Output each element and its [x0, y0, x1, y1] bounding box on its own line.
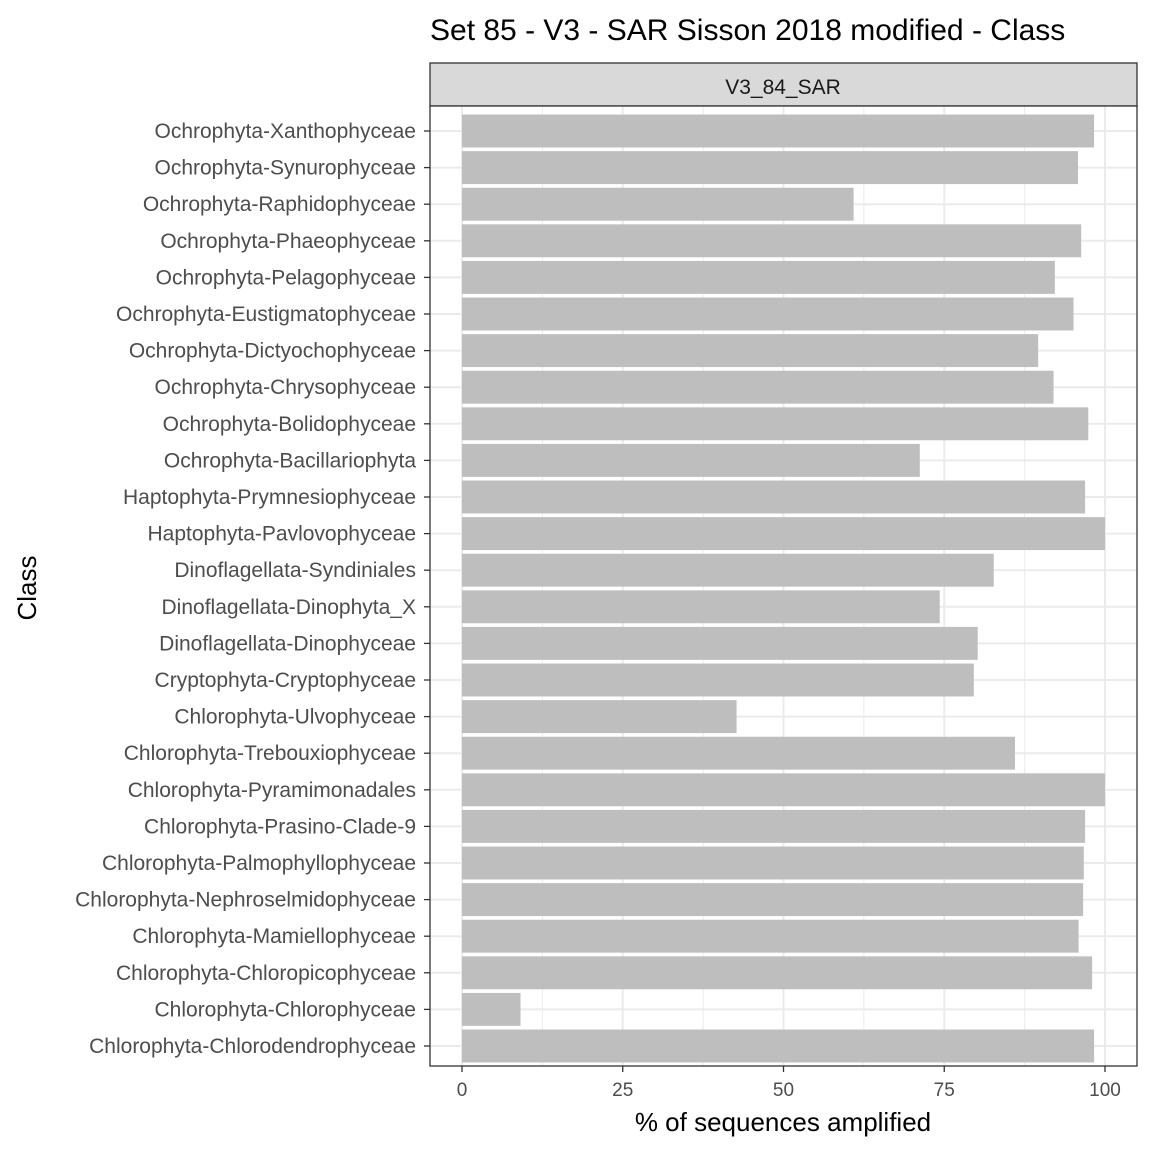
y-tick-label: Haptophyta-Prymnesiophyceae [123, 486, 416, 509]
bar [462, 736, 1015, 770]
y-tick-label: Ochrophyta-Bacillariophyta [164, 449, 416, 472]
bar [462, 553, 994, 587]
y-tick-label: Chlorophyta-Palmophyllophyceae [102, 852, 416, 875]
y-tick-label: Chlorophyta-Trebouxiophyceae [124, 742, 416, 765]
y-tick-label: Cryptophyta-Cryptophyceae [155, 669, 416, 692]
bar [462, 517, 1105, 551]
bar [462, 480, 1086, 514]
x-tick-label: 50 [773, 1080, 794, 1101]
y-tick-label: Chlorophyta-Chloropicophyceae [116, 962, 416, 985]
bar [462, 407, 1089, 441]
y-tick-label: Ochrophyta-Dictyochophyceae [129, 340, 416, 363]
y-tick-label: Chlorophyta-Mamiellophyceae [132, 925, 416, 948]
y-tick-label: Dinoflagellata-Dinophyceae [159, 632, 416, 655]
y-tick-label: Ochrophyta-Bolidophyceae [163, 413, 416, 436]
bar [462, 883, 1084, 917]
bar [462, 809, 1086, 843]
bar [462, 443, 920, 477]
facet-strip [429, 62, 1138, 107]
facet-label: V3_84_SAR [725, 76, 841, 99]
chart-title: Set 85 - V3 - SAR Sisson 2018 modified -… [430, 14, 1065, 47]
bar [462, 590, 940, 624]
bar [462, 956, 1093, 990]
y-tick-label: Ochrophyta-Pelagophyceae [156, 266, 416, 289]
bar [462, 700, 737, 734]
bar [462, 1029, 1095, 1063]
y-tick-label: Chlorophyta-Pyramimonadales [128, 779, 416, 802]
y-tick-label: Haptophyta-Pavlovophyceae [147, 523, 416, 546]
y-tick-label: Ochrophyta-Eustigmatophyceae [116, 303, 416, 326]
bar [462, 919, 1079, 953]
y-tick-label: Chlorophyta-Nephroselmidophyceae [75, 889, 416, 912]
x-tick-label: 25 [612, 1080, 633, 1101]
x-axis: 0 25 50 75 100 [457, 1066, 1121, 1101]
y-tick-label: Chlorophyta-Prasino-Clade-9 [144, 815, 416, 838]
y-tick-label: Ochrophyta-Synurophyceae [155, 157, 417, 180]
bar [462, 992, 521, 1026]
y-tick-label: Dinoflagellata-Dinophyta_X [162, 596, 417, 619]
y-axis-title: Class [12, 555, 42, 620]
bar [462, 370, 1054, 404]
bars [462, 114, 1105, 1063]
y-tick-label: Ochrophyta-Phaeophyceae [160, 230, 416, 253]
bar [462, 334, 1039, 368]
bar [462, 224, 1082, 258]
x-tick-label: 0 [457, 1080, 468, 1101]
y-tick-label: Dinoflagellata-Syndiniales [174, 559, 416, 582]
y-tick-label: Ochrophyta-Xanthophyceae [154, 120, 416, 143]
bar [462, 297, 1074, 331]
y-axis: Ochrophyta-Xanthophyceae Ochrophyta-Synur… [75, 120, 430, 1058]
bar [462, 773, 1105, 807]
bar [462, 626, 978, 660]
y-tick-label: Chlorophyta-Ulvophyceae [174, 706, 416, 729]
x-tick-label: 100 [1089, 1080, 1121, 1101]
bar [462, 187, 854, 221]
bar [462, 846, 1084, 880]
bar [462, 260, 1055, 294]
y-tick-label: Ochrophyta-Chrysophyceae [155, 376, 416, 399]
y-tick-label: Chlorophyta-Chlorodendrophyceae [89, 1035, 416, 1058]
x-tick-label: 75 [934, 1080, 955, 1101]
y-tick-label: Chlorophyta-Chlorophyceae [155, 998, 417, 1021]
x-axis-title: % of sequences amplified [635, 1107, 931, 1137]
bar [462, 663, 974, 697]
y-tick-label: Ochrophyta-Raphidophyceae [143, 193, 416, 216]
bar [462, 151, 1078, 185]
bar [462, 114, 1095, 148]
